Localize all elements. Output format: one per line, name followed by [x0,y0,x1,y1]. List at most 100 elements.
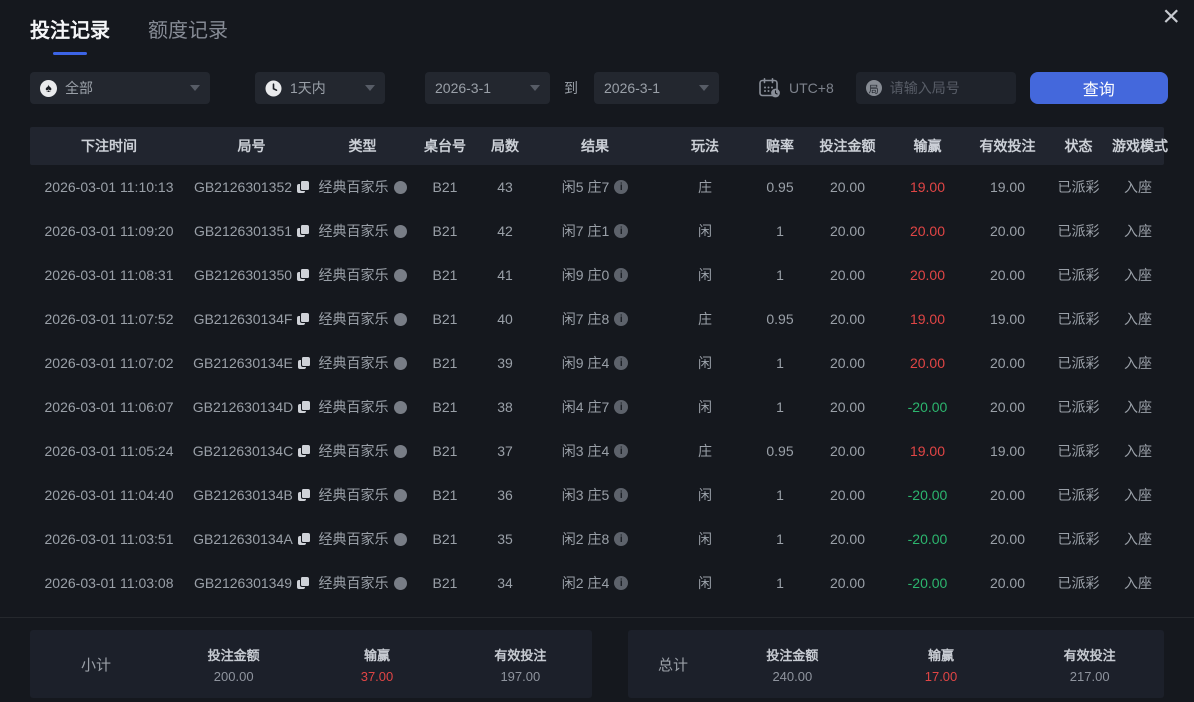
cell-status: 已派彩 [1057,531,1100,547]
game-detail-icon[interactable] [393,312,407,326]
game-detail-icon[interactable] [393,180,407,194]
round-id-text: GB2126301351 [193,223,293,239]
column-header: 状态 [1064,138,1093,154]
subtotal-win-loss: 输赢 37.00 [305,645,448,684]
cell-round-number: 34 [497,575,513,591]
game-type-text: 经典百家乐 [318,575,389,591]
cell-game-mode: 入座 [1124,223,1152,239]
info-icon[interactable]: i [614,356,629,370]
cell-valid-bet: 20.00 [989,531,1026,547]
cell-result: 闲5 庄7 i [530,177,660,197]
copy-icon[interactable] [298,400,311,414]
cell-round-id: GB212630134A [188,531,315,547]
cell-round-number: 43 [497,179,513,195]
cell-bet-time: 2026-03-01 11:05:24 [44,443,174,459]
cell-valid-bet: 20.00 [989,223,1026,239]
subtotal-label: 小计 [80,656,111,674]
game-detail-icon[interactable] [393,444,407,458]
chevron-down-icon [365,85,375,91]
time-range-dropdown[interactable]: 1天内 [255,72,385,104]
cell-play-type: 闲 [698,531,712,547]
copy-icon[interactable] [297,532,310,546]
round-id-text: GB212630134A [193,531,293,547]
cell-game-mode: 入座 [1124,267,1152,283]
copy-icon[interactable] [297,180,310,194]
tab-bet-records-label: 投注记录 [30,20,110,42]
total-label: 总计 [657,656,688,674]
cell-win-loss: 20.00 [909,267,946,283]
cell-result: 闲2 庄8 i [530,529,660,549]
cell-game-type: 经典百家乐 [315,529,410,549]
date-to-value: 2026-3-1 [604,80,661,96]
result-text: 闲7 庄1 [561,223,610,239]
column-header: 游戏模式 [1112,138,1168,154]
copy-icon[interactable] [297,224,310,238]
result-text: 闲9 庄4 [561,355,610,371]
info-icon[interactable]: i [614,488,629,502]
game-detail-icon[interactable] [393,488,407,502]
cell-table-number: B21 [432,443,458,459]
game-detail-icon[interactable] [393,224,407,238]
game-detail-icon[interactable] [393,400,407,414]
subtotal-panel: 小计 投注金额 200.00 输赢 37.00 有效投注 197.00 [30,630,592,698]
game-type-dropdown[interactable]: ♠ 全部 [30,72,210,104]
cell-game-type: 经典百家乐 [315,221,410,241]
table-row: 2026-03-01 11:09:20 GB2126301351 经典百家乐 B… [30,209,1164,253]
copy-icon[interactable] [297,356,310,370]
game-type-text: 经典百家乐 [318,487,389,503]
tab-bet-records[interactable]: 投注记录 [30,14,110,55]
info-icon[interactable]: i [614,576,629,590]
game-detail-icon[interactable] [393,356,407,370]
copy-icon[interactable] [297,488,310,502]
game-type-value: 全部 [65,80,93,96]
cell-game-type: 经典百家乐 [315,573,410,593]
cell-result: 闲9 庄0 i [530,265,660,285]
copy-icon[interactable] [298,444,311,458]
info-icon[interactable]: i [614,312,629,326]
cell-valid-bet: 20.00 [989,355,1026,371]
cell-win-loss: -20.00 [907,531,948,547]
game-detail-icon[interactable] [393,268,407,282]
cell-win-loss: 20.00 [909,223,946,239]
cell-round-number: 42 [497,223,513,239]
info-icon[interactable]: i [614,268,629,282]
tab-quota-records[interactable]: 额度记录 [148,14,228,55]
cell-valid-bet: 19.00 [989,443,1026,459]
game-type-text: 经典百家乐 [318,443,389,459]
table-row: 2026-03-01 11:04:40 GB212630134B 经典百家乐 B… [30,473,1164,517]
info-icon[interactable]: i [614,532,629,546]
cell-play-type: 闲 [698,399,712,415]
cell-game-type: 经典百家乐 [315,353,410,373]
info-icon[interactable]: i [614,444,629,458]
date-to-picker[interactable]: 2026-3-1 [594,72,719,104]
round-id-text: GB212630134B [193,487,293,503]
round-number-input[interactable] [889,80,1006,96]
cell-win-loss: 20.00 [909,355,946,371]
close-icon[interactable]: × [1162,0,1180,33]
game-type-text: 经典百家乐 [318,311,389,327]
cell-bet-time: 2026-03-01 11:08:31 [44,267,174,283]
table-row: 2026-03-01 11:07:02 GB212630134E 经典百家乐 B… [30,341,1164,385]
game-detail-icon[interactable] [393,532,407,546]
info-icon[interactable]: i [614,400,629,414]
total-valid-value: 217.00 [1069,668,1110,684]
copy-icon[interactable] [297,312,310,326]
copy-icon[interactable] [297,576,310,590]
cell-table-number: B21 [432,399,458,415]
game-detail-icon[interactable] [393,576,407,590]
round-number-field[interactable]: 局 [855,72,1016,104]
cell-table-number: B21 [432,575,458,591]
date-from-picker[interactable]: 2026-3-1 [425,72,550,104]
copy-icon[interactable] [297,268,310,282]
cell-round-id: GB2126301351 [188,223,315,239]
column-header: 局数 [491,138,519,154]
round-id-text: GB212630134F [193,311,293,327]
cell-status: 已派彩 [1057,443,1100,459]
cell-round-id: GB2126301350 [188,267,315,283]
cell-round-number: 35 [497,531,513,547]
cell-status: 已派彩 [1057,223,1100,239]
query-button[interactable]: 查询 [1029,72,1168,104]
info-icon[interactable]: i [614,180,629,194]
info-icon[interactable]: i [614,224,629,238]
table-body: 2026-03-01 11:10:13 GB2126301352 经典百家乐 B… [30,165,1164,605]
